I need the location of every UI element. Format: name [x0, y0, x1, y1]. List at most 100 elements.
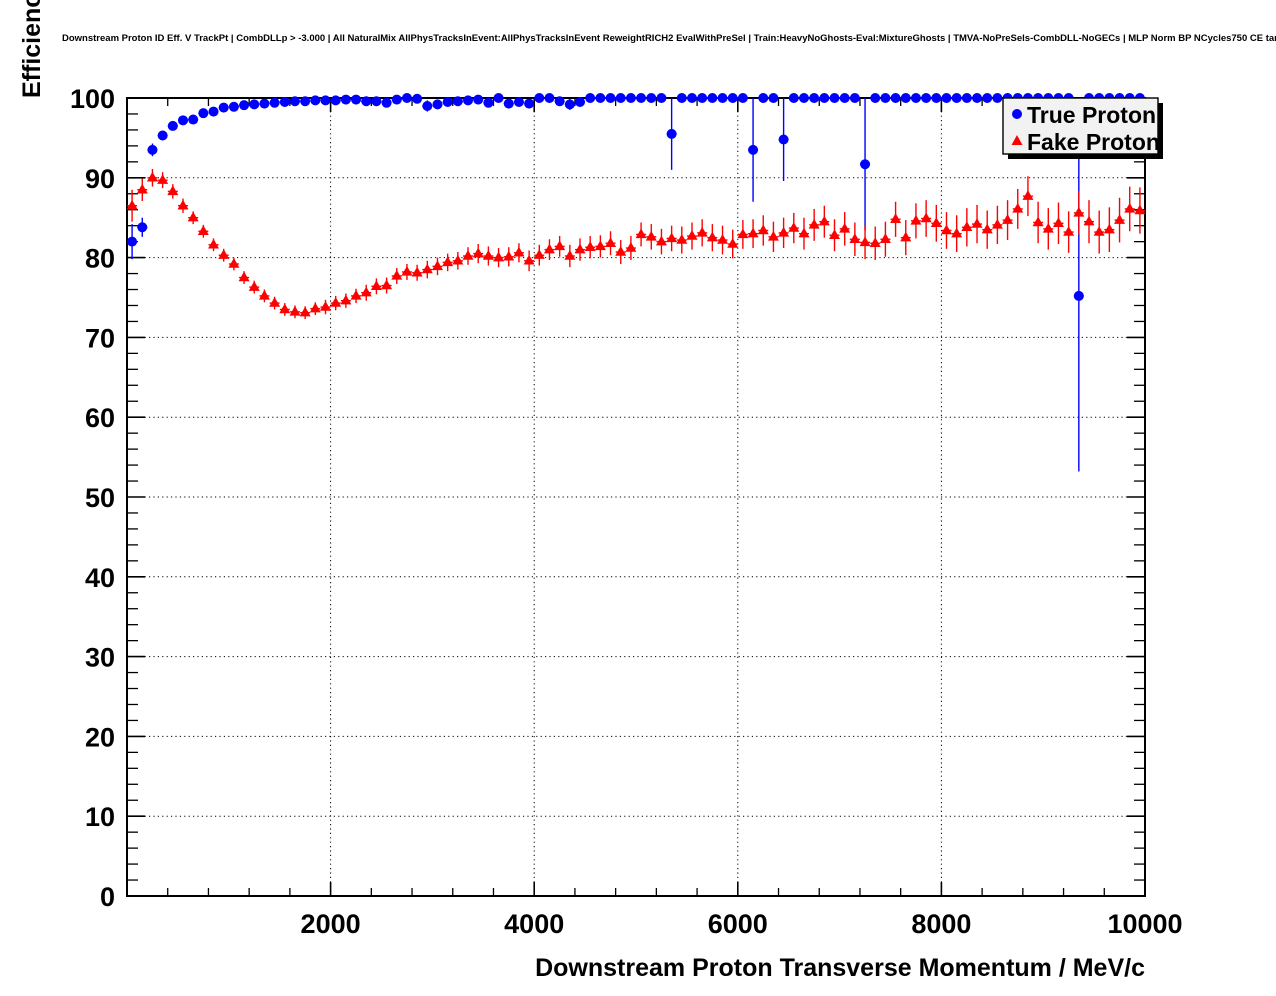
- marker-triangle: [706, 231, 718, 242]
- y-tick-label: 90: [85, 164, 115, 194]
- marker-triangle: [1052, 217, 1064, 228]
- marker-circle: [615, 93, 626, 103]
- data-point: [524, 98, 535, 109]
- data-point: [431, 257, 443, 276]
- marker-circle: [595, 93, 606, 103]
- data-point: [869, 226, 881, 260]
- data-point: [747, 219, 759, 249]
- marker-triangle: [452, 254, 464, 265]
- marker-triangle: [879, 233, 891, 243]
- data-point: [136, 178, 148, 201]
- data-point: [818, 205, 830, 238]
- data-point: [309, 302, 321, 316]
- marker-triangle: [1093, 226, 1105, 236]
- marker-circle: [982, 93, 993, 103]
- marker-triangle: [818, 215, 830, 226]
- marker-circle: [575, 96, 586, 107]
- marker-triangle: [839, 222, 851, 233]
- data-point: [279, 303, 291, 316]
- data-point: [717, 225, 729, 255]
- data-point: [666, 98, 677, 170]
- marker-circle: [513, 96, 524, 107]
- legend-entry[interactable]: Fake Proton: [1011, 129, 1160, 155]
- data-point: [157, 130, 168, 141]
- marker-triangle: [320, 301, 332, 311]
- marker-circle: [330, 95, 341, 106]
- axis-ticks: [126, 97, 1146, 897]
- plot-frame: [126, 97, 1146, 897]
- marker-triangle: [1022, 190, 1034, 200]
- data-point: [187, 211, 199, 225]
- data-point: [921, 93, 932, 103]
- data-series-layer: [126, 93, 1146, 472]
- data-point: [666, 225, 678, 252]
- data-point: [697, 93, 708, 103]
- data-point: [778, 98, 789, 181]
- data-point: [839, 93, 850, 103]
- marker-circle: [412, 93, 423, 104]
- marker-triangle: [808, 218, 820, 229]
- marker-triangle: [1103, 223, 1115, 234]
- data-point: [391, 267, 403, 284]
- data-point: [951, 215, 963, 253]
- data-point: [798, 217, 810, 250]
- data-point: [543, 239, 555, 260]
- x-tick-label: 2000: [301, 909, 361, 939]
- data-point: [788, 93, 799, 103]
- data-point: [300, 96, 311, 107]
- marker-circle: [666, 128, 677, 139]
- marker-triangle: [1063, 226, 1075, 236]
- data-point: [401, 93, 412, 103]
- marker-circle: [585, 93, 596, 103]
- x-tick-label: 4000: [504, 909, 564, 939]
- marker-triangle: [1012, 202, 1024, 213]
- data-point: [574, 238, 586, 261]
- y-tick-label: 30: [85, 643, 115, 673]
- data-point: [829, 93, 840, 103]
- marker-circle: [564, 99, 575, 110]
- marker-circle: [177, 115, 188, 126]
- marker-circle: [371, 96, 382, 107]
- marker-triangle: [1134, 204, 1146, 215]
- marker-circle: [361, 96, 372, 107]
- data-point: [503, 98, 514, 109]
- marker-circle: [452, 96, 463, 107]
- marker-circle: [941, 93, 952, 103]
- marker-circle: [768, 93, 779, 103]
- marker-circle: [524, 98, 535, 109]
- marker-triangle: [472, 247, 484, 258]
- marker-triangle: [1124, 202, 1136, 213]
- marker-triangle: [126, 199, 138, 210]
- data-point: [239, 100, 250, 111]
- marker-triangle: [615, 246, 627, 256]
- data-point: [706, 224, 718, 252]
- marker-triangle: [523, 254, 535, 265]
- data-point: [381, 277, 393, 294]
- marker-triangle: [1042, 222, 1054, 233]
- data-point: [849, 222, 861, 257]
- marker-triangle: [717, 234, 729, 244]
- data-point: [767, 221, 779, 253]
- legend-marker-circle: [1012, 109, 1022, 119]
- marker-circle: [137, 222, 148, 233]
- data-point: [452, 252, 464, 270]
- marker-circle: [758, 93, 769, 103]
- data-point: [218, 102, 229, 113]
- data-point: [1042, 208, 1054, 250]
- data-point: [778, 217, 790, 249]
- marker-triangle: [228, 257, 240, 268]
- legend-entry[interactable]: True Proton: [1012, 102, 1156, 128]
- data-point: [218, 248, 230, 262]
- marker-triangle: [513, 246, 525, 257]
- marker-triangle: [248, 281, 260, 291]
- marker-triangle: [167, 185, 179, 196]
- marker-triangle: [493, 251, 505, 262]
- data-point: [198, 108, 209, 119]
- y-tick-label: 10: [85, 802, 115, 832]
- data-point: [707, 93, 718, 103]
- y-axis-title: Efficiency / %: [18, 0, 46, 98]
- data-point: [992, 93, 1003, 103]
- data-point: [564, 98, 575, 110]
- marker-circle: [167, 120, 178, 131]
